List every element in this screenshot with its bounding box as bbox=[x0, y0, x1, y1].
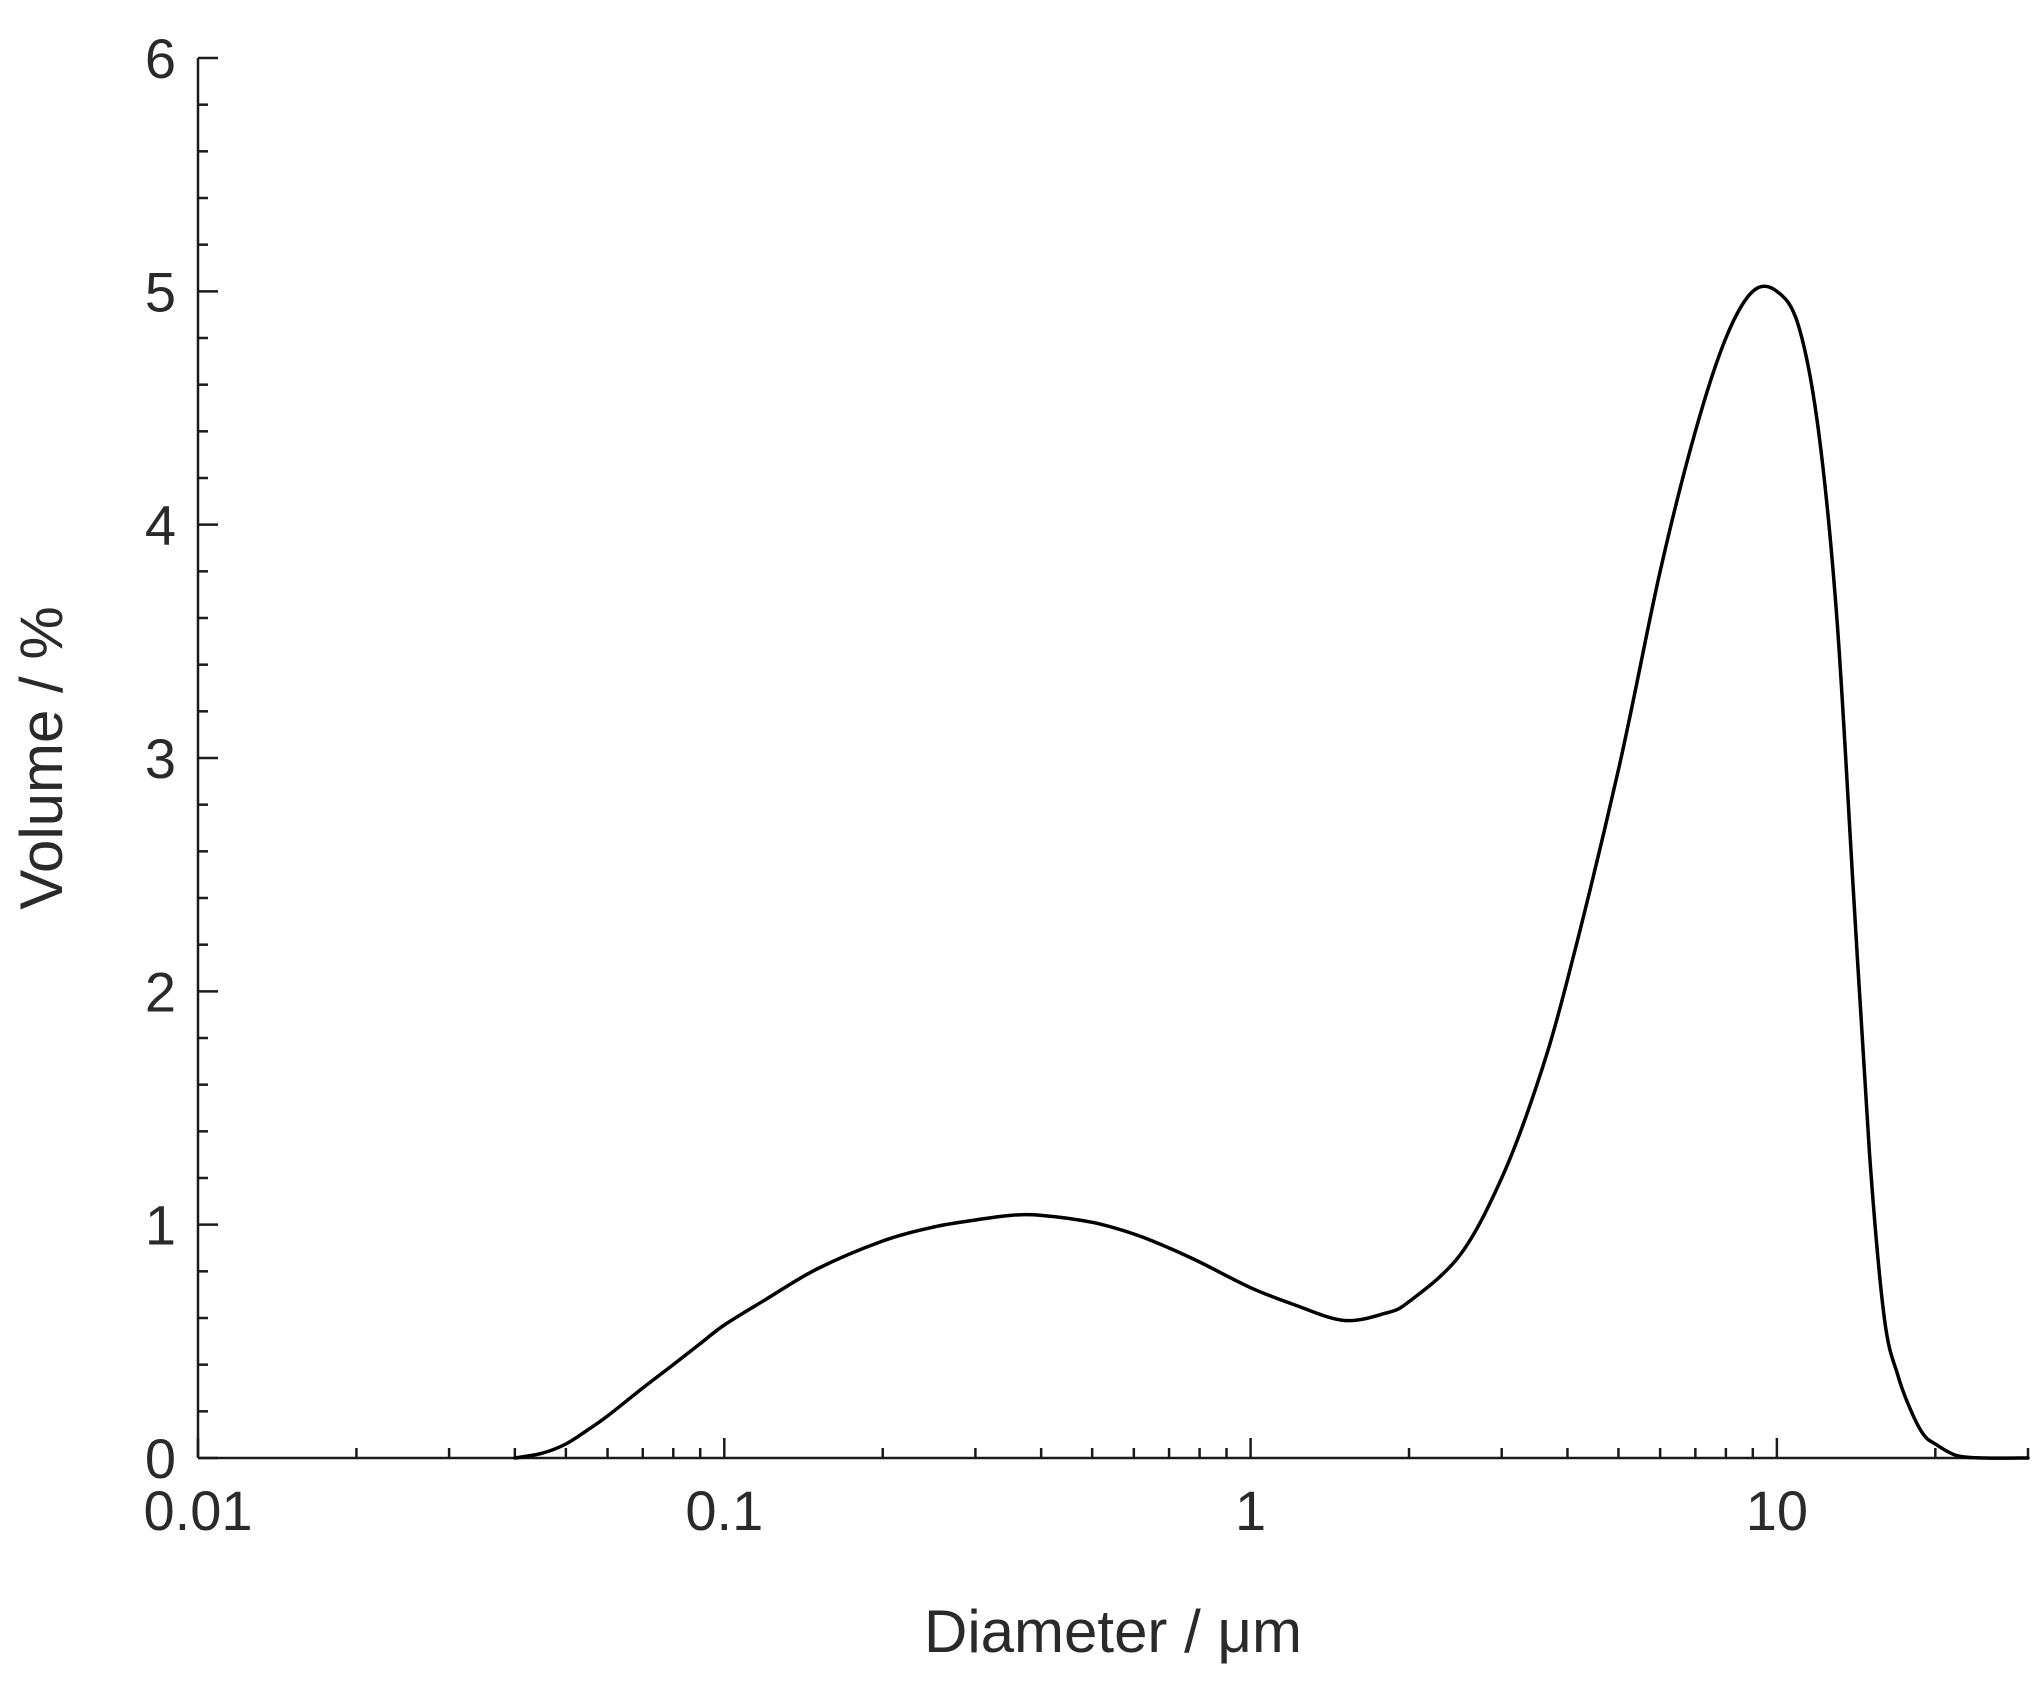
x-axis-title: Diameter / μm bbox=[924, 1598, 1302, 1665]
axes bbox=[196, 58, 2028, 1460]
series-group bbox=[513, 284, 2030, 1460]
x-tick-label: 0.01 bbox=[144, 1479, 253, 1542]
y-tick-label: 3 bbox=[145, 727, 176, 790]
y-tick-label: 5 bbox=[145, 260, 176, 323]
x-tick-label: 10 bbox=[1746, 1479, 1808, 1542]
y-axis-title: Volume / % bbox=[8, 606, 75, 910]
y-tick-label: 4 bbox=[145, 494, 176, 557]
tick-labels: 0 1 2 3 4 5 6 0.01 0.1 1 10 bbox=[144, 27, 1809, 1542]
series-line-0 bbox=[513, 284, 2030, 1460]
x-tick-label: 1 bbox=[1235, 1479, 1266, 1542]
y-tick-label: 0 bbox=[145, 1427, 176, 1490]
x-tick-label: 0.1 bbox=[685, 1479, 763, 1542]
ticks bbox=[196, 56, 2030, 1460]
y-tick-label: 2 bbox=[145, 960, 176, 1023]
y-tick-label: 6 bbox=[145, 27, 176, 90]
y-tick-label: 1 bbox=[145, 1194, 176, 1257]
